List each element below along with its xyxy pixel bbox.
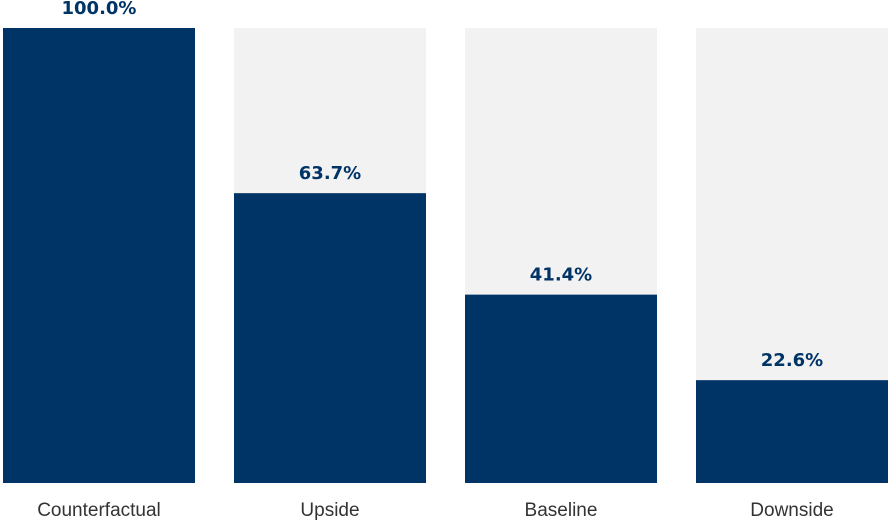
category-label-upside: Upside [300,500,359,521]
value-label-baseline: 41.4% [530,265,592,286]
bars-layer [3,28,888,484]
bar-counterfactual [3,28,195,483]
bar-baseline [465,294,657,483]
labels-layer: 100.0% Counterfactual 63.7% Upside 41.4% Base… [37,0,834,521]
bar-upside [234,193,426,484]
value-label-counterfactual: 100.0% [62,0,137,19]
value-label-downside: 22.6% [761,350,823,371]
value-label-upside: 63.7% [299,163,361,184]
category-label-counterfactual: Counterfactual [37,500,161,521]
category-label-downside: Downside [750,500,833,521]
bar-downside [696,380,888,483]
category-label-baseline: Baseline [525,500,598,521]
